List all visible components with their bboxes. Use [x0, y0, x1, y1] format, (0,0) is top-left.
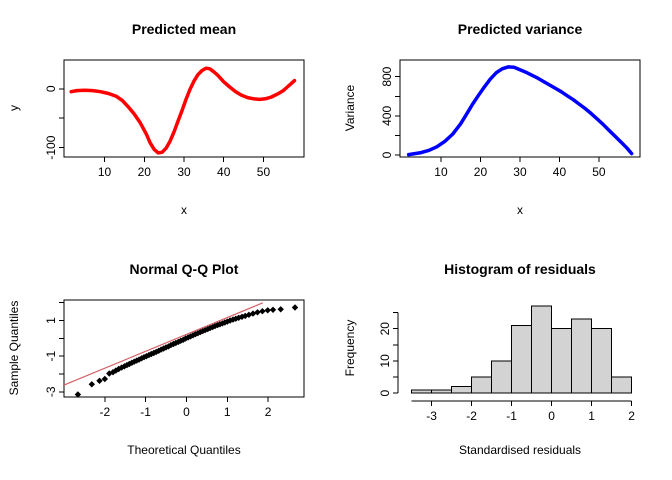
x-tick-label: 2 — [265, 405, 272, 419]
histogram-bar — [551, 328, 573, 394]
x-tick-label: 40 — [217, 165, 231, 179]
x-tick-label: 2 — [628, 409, 635, 423]
qq-point — [96, 377, 103, 384]
qq-point — [167, 341, 175, 349]
normal-qq-chart: -2 -1 0 1 2 -3 -1 1 — [44, 299, 305, 419]
panel-normal-qq-plot: -2 -1 0 1 2 -3 -1 1 Normal Q-Q Plot Theoretical… — [0, 240, 336, 480]
qq-point — [291, 304, 299, 311]
qq-point — [123, 361, 131, 369]
qq-point — [115, 365, 122, 373]
panel-title: Predicted variance — [457, 21, 583, 37]
x-tick-label: 50 — [592, 165, 606, 179]
qq-reference-line — [63, 302, 264, 386]
y-tick-label: 10 — [378, 354, 392, 368]
x-tick-label: 20 — [138, 165, 152, 179]
predicted-variance-chart: 10 20 30 40 50 0 400 800 — [380, 59, 641, 179]
y-tick-label: 400 — [380, 106, 394, 126]
x-tick-label: -1 — [506, 409, 517, 423]
x-tick-label: 20 — [474, 165, 488, 179]
histogram-bar — [511, 325, 533, 394]
qq-point — [140, 354, 148, 361]
x-tick-label: -2 — [466, 409, 477, 423]
qq-point — [118, 364, 125, 371]
panel-histogram-of-residuals: -3 -2 -1 0 1 2 0 10 20 Histogram of residuals St… — [336, 240, 672, 480]
panel-title: Normal Q-Q Plot — [129, 261, 239, 277]
x-tick-label: 1 — [224, 405, 231, 419]
qq-point — [277, 306, 284, 313]
x-tick-label: 0 — [183, 405, 190, 419]
panel-title: Predicted mean — [131, 21, 237, 37]
x-axis-title: x — [517, 203, 523, 217]
y-tick-label: -100 — [44, 135, 58, 159]
predicted-variance-curve — [406, 65, 634, 157]
y-tick-label: -3 — [44, 386, 58, 397]
plot-frame — [399, 59, 641, 158]
panel-predicted-variance: 10 20 30 40 50 0 400 800 Predicted variance x V… — [336, 0, 672, 240]
qq-point — [269, 306, 277, 313]
histogram-bar — [451, 386, 473, 394]
x-axis-title: Standardised residuals — [458, 443, 582, 457]
y-axis-title: Variance — [343, 84, 357, 132]
y-tick-label: 20 — [378, 322, 392, 336]
histogram-bar — [431, 389, 453, 394]
histogram-bar — [531, 305, 553, 394]
x-tick-label: 30 — [513, 165, 527, 179]
qq-point — [189, 332, 197, 339]
y-tick-label: 0 — [380, 151, 394, 158]
histogram-bar — [591, 328, 613, 394]
x-axis-title: x — [181, 203, 187, 217]
qq-point — [254, 309, 261, 316]
x-tick-label: 50 — [257, 165, 271, 179]
y-tick-label: 800 — [380, 66, 394, 86]
x-tick-label: 40 — [553, 165, 567, 179]
qq-point — [249, 310, 257, 317]
predicted-mean-curve — [69, 66, 297, 155]
y-tick-label: 1 — [44, 317, 58, 324]
y-axis-title: Sample Quantiles — [7, 300, 21, 396]
qq-point — [106, 370, 113, 377]
predicted-mean-chart: 10 20 30 40 50 0 -100 — [44, 59, 305, 179]
x-tick-label: -1 — [140, 405, 151, 419]
x-tick-label: -3 — [426, 409, 437, 423]
qq-point — [264, 307, 271, 314]
y-tick-label: 0 — [44, 85, 58, 92]
panel-predicted-mean: 10 20 30 40 50 0 -100 Predicted mean x y — [0, 0, 336, 240]
qq-point — [112, 367, 119, 374]
y-axis-title: Frequency — [343, 319, 357, 377]
x-tick-label: 1 — [588, 409, 595, 423]
qq-point — [145, 351, 153, 359]
qq-point — [238, 313, 246, 320]
qq-point — [170, 340, 177, 348]
x-tick-label: 30 — [177, 165, 191, 179]
histogram-bar — [411, 389, 433, 394]
x-tick-label: 10 — [98, 165, 112, 179]
histogram-bar — [611, 376, 633, 394]
x-axis-title: Theoretical Quantiles — [127, 443, 241, 457]
panel-title: Histogram of residuals — [444, 261, 596, 277]
histogram-bar — [571, 318, 593, 394]
x-tick-label: 10 — [434, 165, 448, 179]
qq-point — [211, 322, 219, 330]
qq-point — [88, 381, 95, 388]
plot-frame — [63, 299, 305, 398]
y-axis-title: y — [7, 105, 21, 111]
y-tick-label: -1 — [44, 351, 58, 362]
qq-point — [229, 316, 237, 323]
qq-point — [101, 375, 108, 383]
y-tick-label: 0 — [378, 389, 392, 396]
x-tick-label: -2 — [99, 405, 110, 419]
qq-point — [216, 321, 224, 328]
qq-point — [259, 308, 266, 315]
x-tick-label: 0 — [548, 409, 555, 423]
histogram-bar — [491, 360, 513, 394]
qq-point — [74, 391, 82, 398]
histogram-bar — [471, 376, 493, 394]
